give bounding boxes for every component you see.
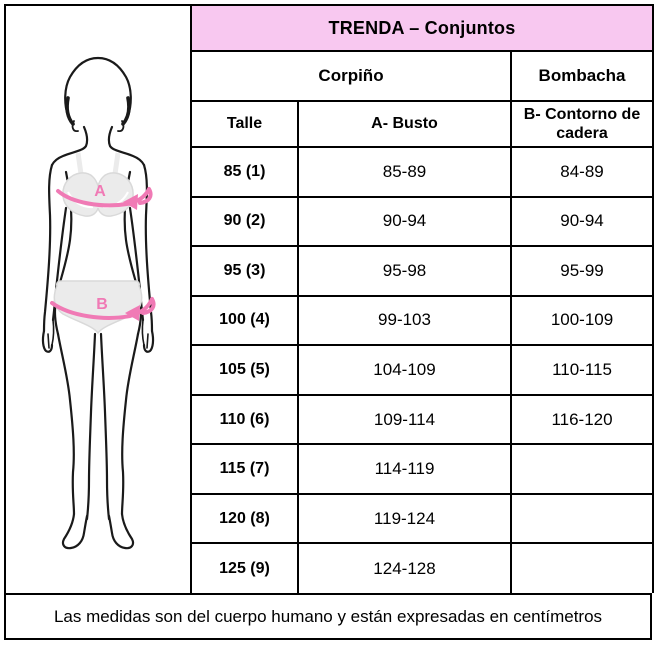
column-header-talle: Talle — [190, 100, 299, 148]
bust-range-cell: 99-103 — [297, 294, 512, 347]
table-row: 115 (7) 114-119 — [190, 443, 655, 495]
footer-note: Las medidas son del cuerpo humano y está… — [4, 593, 652, 640]
hip-range-cell: 110-115 — [509, 344, 655, 396]
group-header-row: Corpiño Bombacha — [190, 50, 655, 102]
column-header-cadera: B- Contorno de cadera — [509, 100, 655, 148]
hip-measure-arrow-icon — [50, 297, 156, 320]
table-row: 95 (3) 95-98 95-99 — [190, 245, 655, 297]
column-header-busto: A- Busto — [297, 100, 512, 148]
bust-range-cell: 104-109 — [297, 344, 512, 396]
bust-range-cell: 114-119 — [297, 443, 512, 495]
table-row: 100 (4) 99-103 100-109 — [190, 294, 655, 347]
table-row: 110 (6) 109-114 116-120 — [190, 393, 655, 446]
bust-range-cell: 90-94 — [297, 195, 512, 248]
table-row: 125 (9) 124-128 — [190, 542, 655, 593]
table-row: 85 (1) 85-89 84-89 — [190, 146, 655, 198]
footer-note-text: Las medidas son del cuerpo humano y está… — [53, 606, 603, 626]
page-title: TRENDA – Conjuntos — [189, 4, 655, 52]
size-cell: 95 (3) — [190, 245, 299, 297]
measurement-arrows: A B — [50, 183, 156, 321]
body-measurement-figure: A B — [41, 56, 156, 550]
table-row: 105 (5) 104-109 110-115 — [190, 344, 655, 396]
size-cell: 125 (9) — [190, 542, 299, 593]
hip-arrowhead-icon — [125, 305, 140, 321]
hip-range-cell — [509, 492, 655, 545]
hip-range-cell — [509, 542, 655, 593]
hip-range-cell — [509, 443, 655, 495]
size-cell: 115 (7) — [190, 443, 299, 495]
table-row: 90 (2) 90-94 90-94 — [190, 195, 655, 248]
size-table: TRENDA – Conjuntos Corpiño Bombacha Tall… — [189, 4, 655, 593]
title-row: TRENDA – Conjuntos — [189, 4, 655, 52]
bust-arrowhead-icon — [123, 194, 138, 210]
bust-range-cell: 124-128 — [297, 542, 512, 593]
bust-range-cell: 119-124 — [297, 492, 512, 545]
bust-range-cell: 95-98 — [297, 245, 512, 297]
size-table-body: 85 (1) 85-89 84-89 90 (2) 90-94 90-94 95 (3) 95… — [190, 146, 655, 593]
size-cell: 100 (4) — [190, 294, 299, 347]
bra-strap-icon — [75, 152, 121, 175]
size-cell: 105 (5) — [190, 344, 299, 396]
figure-cell: A B — [4, 4, 190, 593]
hip-range-cell: 100-109 — [509, 294, 655, 347]
group-header-corpino: Corpiño — [190, 50, 512, 102]
size-cell: 110 (6) — [190, 393, 299, 446]
size-table-wrap: TRENDA – Conjuntos Corpiño Bombacha Tall… — [189, 4, 655, 593]
bust-range-cell: 85-89 — [297, 146, 512, 198]
hip-label: B — [96, 296, 108, 313]
size-cell: 85 (1) — [190, 146, 299, 198]
bust-label: A — [94, 183, 106, 200]
hip-range-cell: 90-94 — [509, 195, 655, 248]
column-header-row: Talle A- Busto B- Contorno de cadera — [190, 100, 655, 148]
hip-range-cell: 84-89 — [509, 146, 655, 198]
bust-range-cell: 109-114 — [297, 393, 512, 446]
table-row: 120 (8) 119-124 — [190, 492, 655, 545]
group-header-bombacha: Bombacha — [509, 50, 655, 102]
hip-range-cell: 116-120 — [509, 393, 655, 446]
size-cell: 90 (2) — [190, 195, 299, 248]
hip-range-cell: 95-99 — [509, 245, 655, 297]
size-cell: 120 (8) — [190, 492, 299, 545]
